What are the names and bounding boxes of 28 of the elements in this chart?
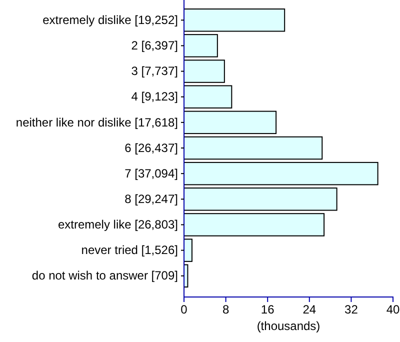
y-tick-label: 7 [37,094] <box>124 166 178 180</box>
y-tick-label: never tried [1,526] <box>81 243 178 258</box>
bar <box>184 238 192 262</box>
y-tick-label: do not wish to answer [709] <box>32 268 178 283</box>
x-axis-title: (thousands) <box>256 319 320 333</box>
bar <box>184 34 218 58</box>
bar <box>184 60 225 83</box>
y-tick-label: extremely dislike [19,252] <box>42 12 178 27</box>
y-tick-label: extremely like [26,803] <box>58 218 178 232</box>
bar <box>184 110 277 134</box>
x-tick-label: 40 <box>386 302 400 317</box>
x-tick-label: 8 <box>222 302 230 317</box>
x-tick-label: 24 <box>302 302 316 317</box>
bar <box>184 162 378 186</box>
bar <box>184 85 232 108</box>
x-tick-label: 16 <box>260 302 275 317</box>
bar <box>184 213 325 236</box>
y-tick-label: neither like nor dislike [17,618] <box>16 115 178 130</box>
y-tick-label: 8 [29,247] <box>124 192 178 206</box>
bar <box>184 8 286 32</box>
y-tick-label: 6 [26,437] <box>124 140 178 155</box>
y-tick-label: 2 [6,397] <box>131 38 178 53</box>
y-tick-label: 3 [7,737] <box>131 64 178 78</box>
x-tick-label: 32 <box>344 302 358 317</box>
bar <box>184 188 338 211</box>
bar <box>184 136 323 160</box>
y-tick-label: 4 [9,123] <box>131 90 178 104</box>
x-tick-label: 0 <box>180 302 188 317</box>
